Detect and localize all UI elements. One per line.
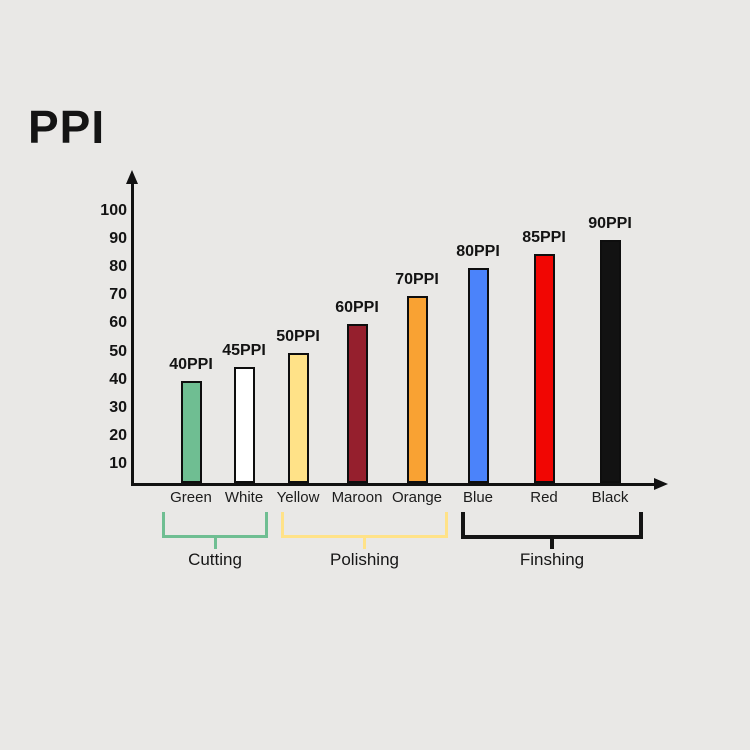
- bar-orange: [406, 296, 428, 483]
- group-label-polishing: Polishing: [330, 550, 399, 569]
- bar-value-label-blue: 80PPI: [456, 243, 500, 260]
- y-tick-label: 50: [109, 343, 127, 360]
- bracket-left-arm-cutting: [162, 512, 165, 538]
- bracket-right-arm-polishing: [445, 512, 448, 538]
- x-axis-label-orange: Orange: [391, 489, 443, 506]
- bracket-right-arm-finshing: [639, 512, 643, 539]
- bracket-stem-cutting: [213, 535, 217, 549]
- y-tick-label: 80: [109, 258, 127, 275]
- bar-value-label-white: 45PPI: [222, 342, 266, 359]
- bracket-stem-polishing: [363, 535, 366, 549]
- group-label-cutting: Cutting: [188, 550, 242, 569]
- y-tick-label: 100: [100, 202, 127, 219]
- bracket-left-arm-polishing: [281, 512, 284, 538]
- x-axis-label-yellow: Yellow: [276, 489, 320, 506]
- bar-value-label-yellow: 50PPI: [276, 328, 320, 345]
- y-tick-label: 60: [109, 314, 127, 331]
- x-axis-label-white: White: [224, 489, 264, 506]
- bracket-left-arm-finshing: [461, 512, 465, 539]
- y-axis-arrow-icon: [126, 170, 138, 184]
- chart-title: PPI: [28, 101, 106, 153]
- bracket-stem-finshing: [550, 535, 554, 549]
- bar-maroon: [346, 324, 368, 483]
- bar-value-label-black: 90PPI: [588, 215, 632, 232]
- group-label-finshing: Finshing: [519, 550, 585, 569]
- bar-value-label-orange: 70PPI: [395, 271, 439, 288]
- y-axis-line: [131, 182, 134, 486]
- y-tick-label: 30: [109, 399, 127, 416]
- y-tick-label: 70: [109, 286, 127, 303]
- bar-green: [180, 381, 202, 483]
- bar-value-label-maroon: 60PPI: [335, 299, 379, 316]
- y-tick-label: 20: [109, 427, 127, 444]
- bar-white: [233, 367, 255, 483]
- bar-value-label-red: 85PPI: [522, 229, 566, 246]
- bar-value-label-green: 40PPI: [169, 356, 213, 373]
- x-axis-arrow-icon: [654, 478, 668, 490]
- x-axis-line: [131, 483, 654, 486]
- y-tick-label: 90: [109, 230, 127, 247]
- bracket-right-arm-cutting: [265, 512, 268, 538]
- x-axis-label-green: Green: [170, 489, 212, 506]
- bar-black: [599, 240, 621, 483]
- x-axis-label-maroon: Maroon: [331, 489, 383, 506]
- x-axis-label-blue: Blue: [462, 489, 494, 506]
- bar-yellow: [287, 353, 309, 483]
- x-axis-label-black: Black: [591, 489, 629, 506]
- bar-red: [533, 254, 555, 483]
- x-axis-label-red: Red: [530, 489, 558, 506]
- bar-blue: [467, 268, 489, 483]
- y-tick-label: 10: [109, 455, 127, 472]
- y-tick-label: 40: [109, 371, 127, 388]
